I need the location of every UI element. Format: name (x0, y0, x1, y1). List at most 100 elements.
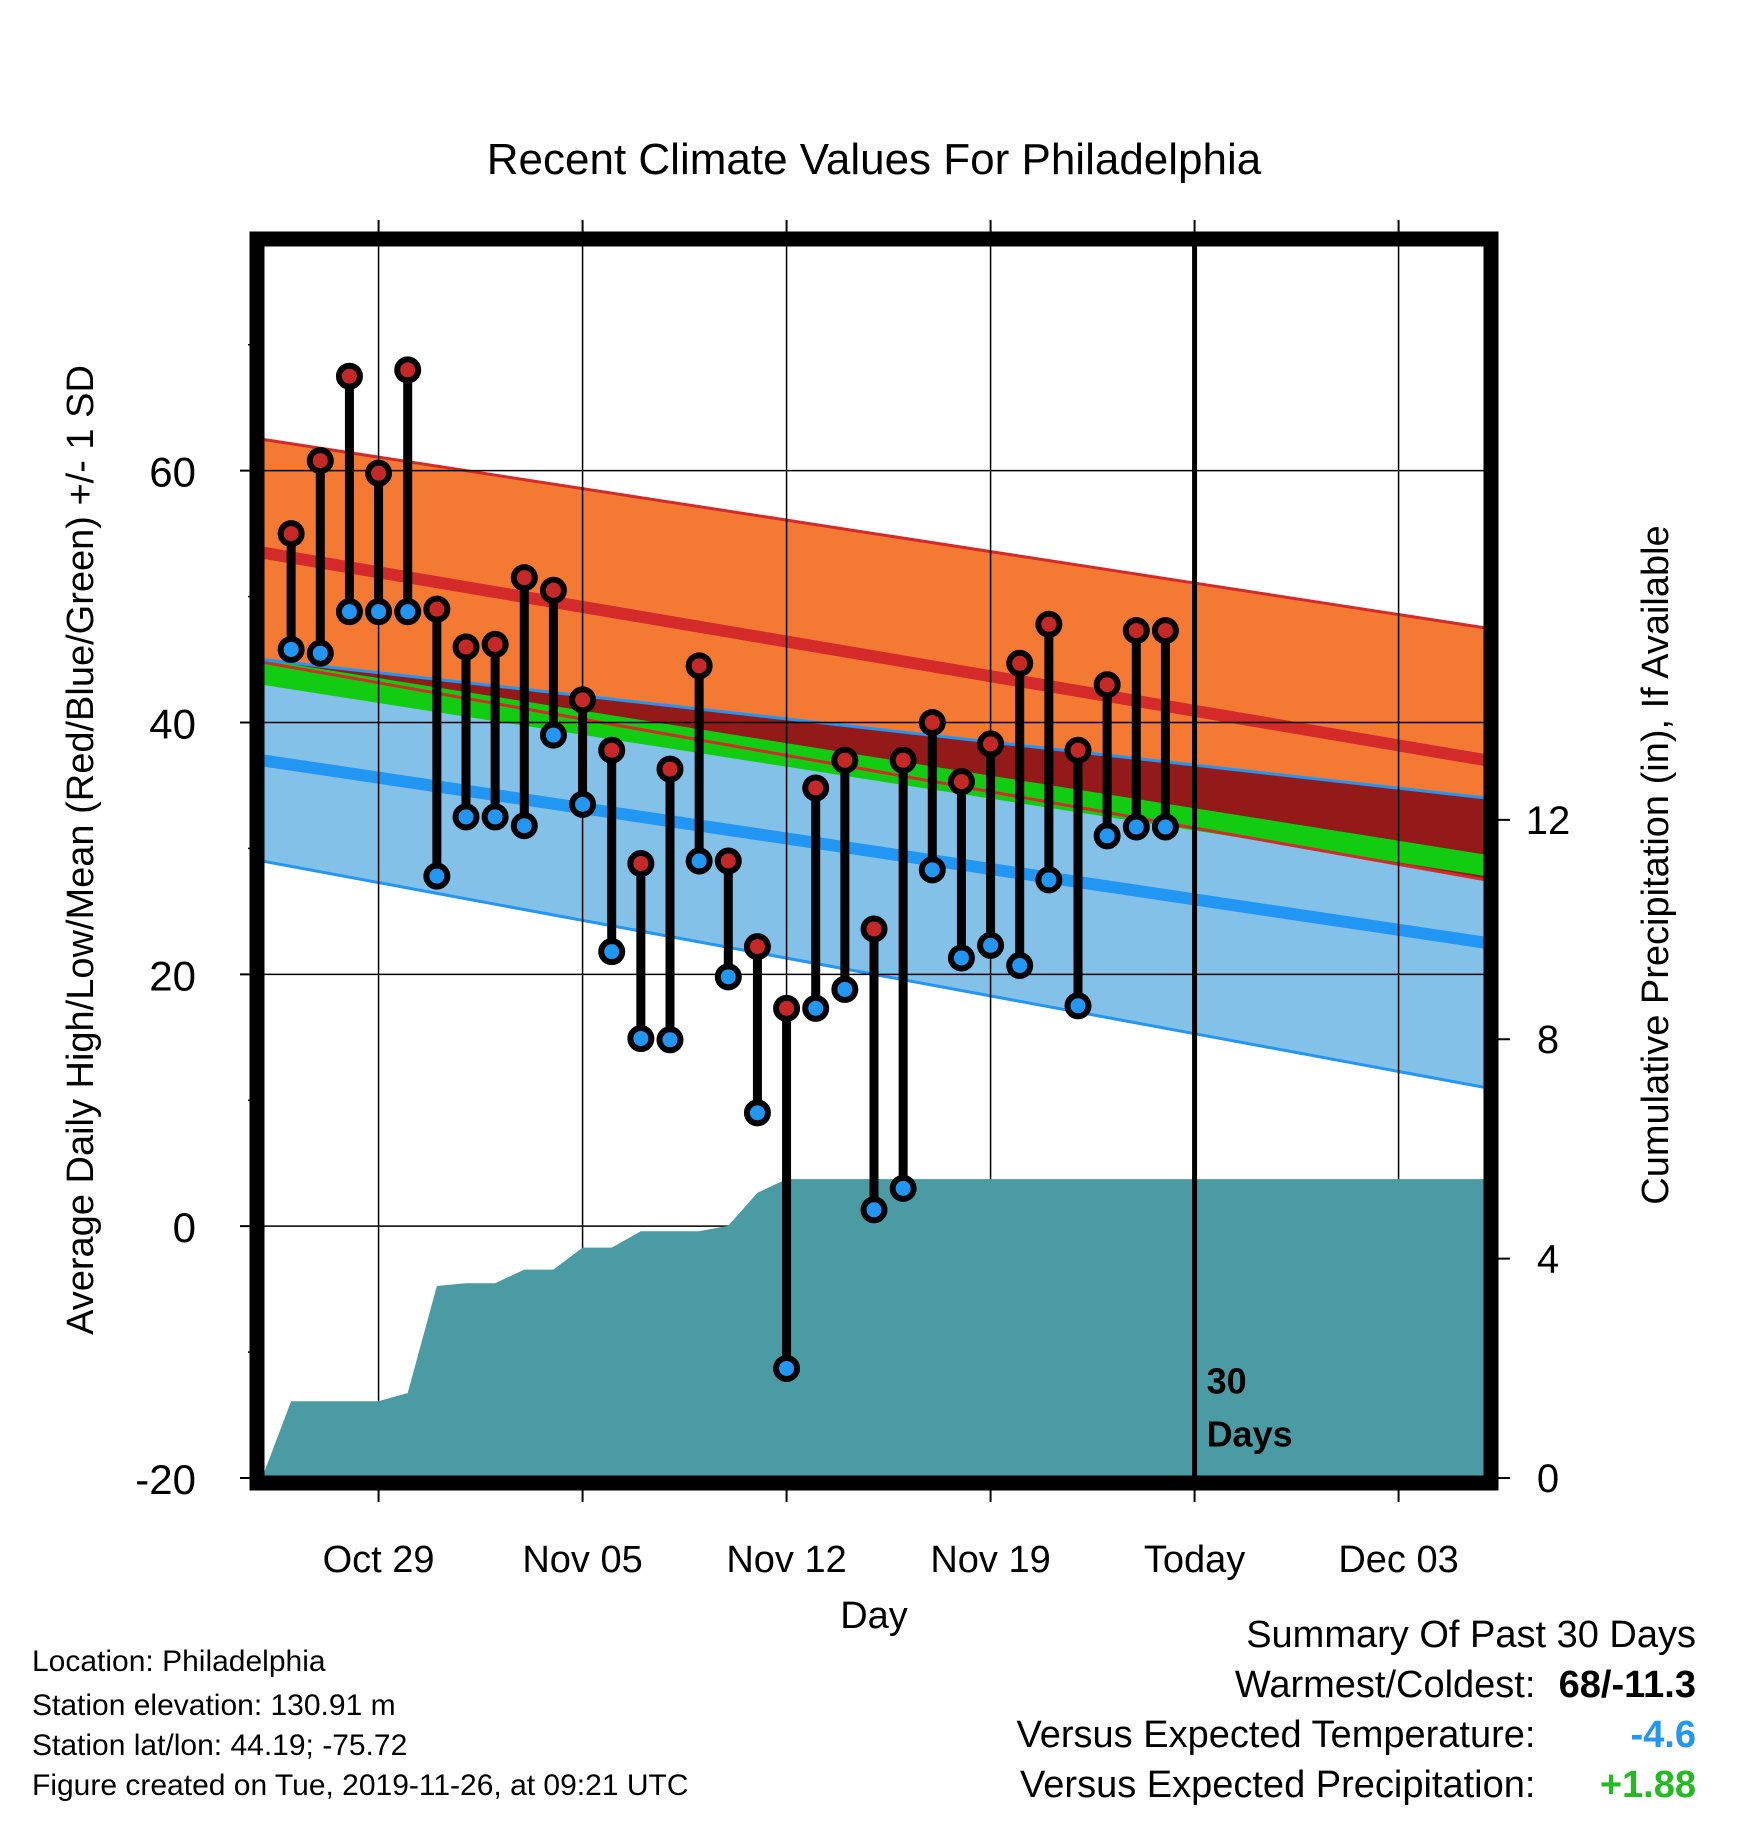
daily-low-point (918, 856, 946, 884)
chart-title: Recent Climate Values For Philadelphia (487, 135, 1262, 184)
daily-low-point (802, 994, 830, 1022)
daily-low-point (539, 721, 567, 749)
footer-elevation: Station elevation: 130.91 m (32, 1689, 396, 1722)
daily-low-point (1006, 952, 1034, 980)
daily-high-point (743, 933, 771, 961)
summary-precip-row: Versus Expected Precipitation: +1.88 (1020, 1764, 1696, 1807)
summary-warmest-label: Warmest/Coldest: (1234, 1664, 1536, 1706)
x-axis-label: Day (840, 1595, 908, 1637)
summary-warmest-value: 68/-11.3 (1558, 1664, 1696, 1706)
daily-high-point (860, 915, 888, 943)
daily-high-point (947, 768, 975, 796)
summary-precip-value: +1.88 (1599, 1764, 1696, 1806)
daily-low-point (335, 598, 363, 626)
daily-high-point (1006, 649, 1034, 677)
daily-low-point (656, 1026, 684, 1054)
daily-low-point (394, 598, 422, 626)
precipitation-area (262, 1179, 1486, 1478)
plot-content: 30 Days (262, 244, 1486, 1478)
daily-high-point (802, 774, 830, 802)
y-axis-label: Average Daily High/Low/Mean (Red/Blue/Gr… (60, 365, 102, 1335)
y2-tick-label: 12 (1526, 799, 1571, 843)
today-note-line1: 30 (1207, 1361, 1247, 1402)
daily-high-point (394, 356, 422, 384)
daily-high-point (889, 746, 917, 774)
daily-low-point (977, 931, 1005, 959)
x-tick-label: Nov 12 (726, 1539, 846, 1581)
daily-low-point (860, 1196, 888, 1224)
daily-low-point (510, 812, 538, 840)
normal-mean-band (262, 659, 1486, 877)
x-tick-label: Nov 05 (522, 1539, 642, 1581)
daily-high-point (539, 576, 567, 604)
daily-high-point (656, 755, 684, 783)
daily-high-point (1035, 610, 1063, 638)
daily-low-point (598, 938, 626, 966)
daily-high-point (1064, 736, 1092, 764)
y-tick-label: 60 (149, 449, 196, 496)
daily-low-point (481, 803, 509, 831)
daily-low-point (714, 963, 742, 991)
daily-low-point (569, 790, 597, 818)
daily-high-point (598, 736, 626, 764)
summary-temp-value: -4.6 (1630, 1714, 1696, 1756)
daily-high-point (452, 633, 480, 661)
daily-low-point (685, 847, 713, 875)
daily-high-point (365, 459, 393, 487)
y-tick-label: -20 (135, 1456, 196, 1503)
daily-low-point (452, 803, 480, 831)
daily-low-point (1093, 822, 1121, 850)
plot-frame (249, 231, 1499, 1491)
normal-high-mean-line (262, 546, 1486, 767)
daily-high-point (423, 595, 451, 623)
daily-low-point (1122, 813, 1150, 841)
daily-high-point (481, 630, 509, 658)
daily-low-point (627, 1025, 655, 1053)
footer-created: Figure created on Tue, 2019-11-26, at 09… (32, 1769, 689, 1802)
footer-latlon: Station lat/lon: 44.19; -75.72 (32, 1729, 408, 1762)
daily-high-point (1093, 671, 1121, 699)
x-tick-label: Dec 03 (1338, 1539, 1458, 1581)
daily-high-point (335, 362, 363, 390)
y2-tick-label: 0 (1537, 1457, 1559, 1501)
y2-axis-label: Cumulative Precipitation (in), If Availa… (1635, 525, 1677, 1204)
daily-high-point (831, 746, 859, 774)
daily-high-point (977, 730, 1005, 758)
footer-location: Location: Philadelphia (32, 1645, 326, 1678)
daily-high-point (918, 708, 946, 736)
y2-tick-label: 8 (1537, 1018, 1559, 1062)
daily-high-point (510, 564, 538, 592)
daily-high-point (685, 652, 713, 680)
daily-low-point (1151, 813, 1179, 841)
x-tick-label: Today (1144, 1539, 1245, 1581)
daily-low-point (773, 1354, 801, 1382)
y-tick-label: 20 (149, 952, 196, 999)
y-tick-label: 0 (173, 1204, 196, 1251)
summary-warmest-row: Warmest/Coldest: 68/-11.3 (1235, 1664, 1696, 1707)
daily-low-point (306, 639, 334, 667)
daily-high-point (1151, 617, 1179, 645)
summary-temp-row: Versus Expected Temperature: -4.6 (1017, 1714, 1696, 1757)
daily-high-point (773, 994, 801, 1022)
daily-low-point (1064, 992, 1092, 1020)
daily-low-point (743, 1099, 771, 1127)
daily-high-point (714, 847, 742, 875)
daily-low-point (831, 975, 859, 1003)
summary-title: Summary Of Past 30 Days (1246, 1614, 1696, 1656)
daily-low-point (1035, 866, 1063, 894)
daily-low-point (947, 944, 975, 972)
y2-tick-label: 4 (1537, 1238, 1559, 1282)
daily-low-point (889, 1174, 917, 1202)
daily-low-point (365, 598, 393, 626)
summary-temp-label: Versus Expected Temperature: (1016, 1714, 1536, 1756)
daily-high-point (569, 686, 597, 714)
daily-low-point (423, 862, 451, 890)
daily-high-point (1122, 617, 1150, 645)
y-tick-label: 40 (149, 700, 196, 747)
daily-high-point (277, 520, 305, 548)
x-tick-label: Nov 19 (930, 1539, 1050, 1581)
daily-low-point (277, 635, 305, 663)
today-note-line2: Days (1207, 1414, 1293, 1455)
